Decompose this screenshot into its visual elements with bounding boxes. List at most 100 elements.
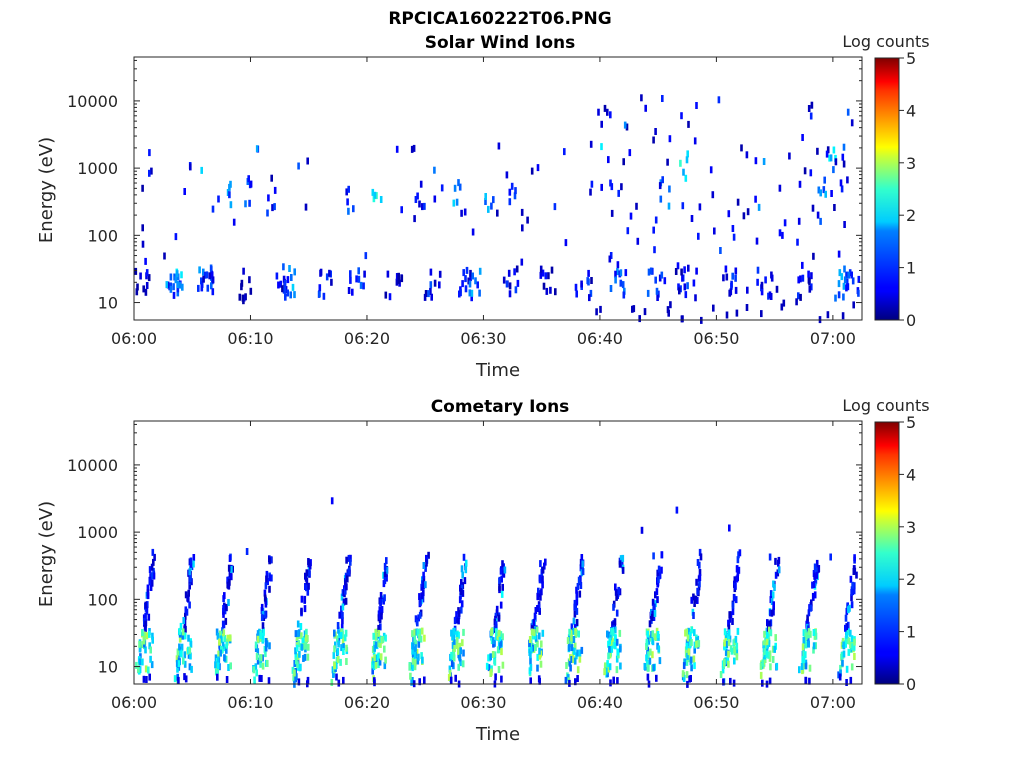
x-tick-label: 06:10 xyxy=(227,693,273,712)
data-cell xyxy=(372,663,376,671)
data-cell xyxy=(812,252,815,260)
data-cell xyxy=(689,656,693,664)
data-cell xyxy=(803,167,807,175)
data-cell xyxy=(851,643,854,651)
data-cell xyxy=(295,657,298,665)
data-cell xyxy=(840,273,844,281)
data-cell xyxy=(658,657,662,665)
data-cell xyxy=(334,641,337,649)
data-cell xyxy=(719,671,723,678)
data-cell xyxy=(812,646,815,654)
data-cell xyxy=(297,162,300,170)
data-cell xyxy=(380,606,384,613)
data-cell xyxy=(301,637,305,645)
data-cell xyxy=(151,632,154,640)
data-cell xyxy=(607,652,610,660)
data-cell xyxy=(448,665,452,673)
data-cell xyxy=(520,258,524,266)
data-cell xyxy=(636,237,640,245)
data-cell xyxy=(813,632,817,640)
data-cell xyxy=(417,640,421,648)
data-cell xyxy=(572,656,575,664)
data-cell xyxy=(349,270,352,278)
data-cell xyxy=(603,104,607,112)
data-cell xyxy=(305,569,309,577)
data-cell xyxy=(843,265,846,273)
data-cell xyxy=(804,651,807,659)
data-cell xyxy=(249,180,253,188)
data-cell xyxy=(333,662,336,670)
data-cell xyxy=(163,252,166,260)
data-cell xyxy=(537,603,541,611)
data-cell xyxy=(496,632,500,640)
data-cell xyxy=(422,575,426,583)
data-cell xyxy=(734,582,737,590)
y-tick-label: 10 xyxy=(98,294,118,313)
data-cell xyxy=(203,271,207,279)
data-cell xyxy=(493,651,497,659)
data-cell xyxy=(144,620,147,628)
data-cell xyxy=(397,272,400,280)
data-cell xyxy=(565,662,568,669)
data-cell xyxy=(372,657,375,665)
data-cell xyxy=(458,183,462,191)
data-cell xyxy=(538,607,541,615)
data-cell xyxy=(149,646,152,654)
data-cell xyxy=(433,279,437,287)
data-cell xyxy=(807,270,810,278)
data-cell xyxy=(603,668,606,676)
data-cell xyxy=(341,589,345,597)
data-cell xyxy=(771,591,775,599)
data-cell xyxy=(521,224,524,232)
data-cell xyxy=(589,140,593,148)
data-cell xyxy=(169,285,173,293)
data-cell xyxy=(255,669,258,677)
data-cell xyxy=(150,661,154,669)
data-cell xyxy=(610,209,614,217)
data-cell xyxy=(240,279,244,287)
data-cell xyxy=(189,163,192,171)
data-cell xyxy=(351,288,354,296)
data-cell xyxy=(853,653,856,660)
data-cell xyxy=(620,183,623,191)
data-cell xyxy=(684,629,687,637)
data-cell xyxy=(572,627,575,635)
data-cell xyxy=(268,642,271,650)
data-cell xyxy=(346,575,349,583)
data-cell xyxy=(832,166,835,174)
data-cell xyxy=(842,650,846,658)
data-cell xyxy=(400,206,403,214)
data-cell xyxy=(148,630,151,638)
data-cell xyxy=(216,673,219,681)
data-cell xyxy=(172,283,175,291)
data-cell xyxy=(186,594,189,602)
data-cell xyxy=(418,634,421,642)
data-cell xyxy=(254,641,258,649)
data-cell xyxy=(810,101,814,109)
data-cell xyxy=(857,275,861,283)
data-cell xyxy=(284,293,287,301)
data-cell xyxy=(460,565,464,573)
data-cell xyxy=(729,677,732,685)
data-cell xyxy=(618,560,622,568)
data-cell xyxy=(693,600,696,607)
data-cell xyxy=(802,636,806,644)
data-cell xyxy=(526,216,529,224)
data-cell xyxy=(575,586,578,594)
data-cell xyxy=(136,283,139,291)
data-cell xyxy=(227,599,230,606)
data-cell xyxy=(263,610,267,618)
data-cell xyxy=(498,577,501,585)
data-cell xyxy=(589,289,593,297)
data-cell xyxy=(423,634,426,642)
data-cell xyxy=(728,611,731,619)
data-cell xyxy=(260,675,263,682)
data-cell xyxy=(359,281,363,289)
data-cell xyxy=(684,291,688,299)
data-cell xyxy=(261,632,265,640)
data-cell xyxy=(306,653,310,661)
data-cell xyxy=(453,184,457,192)
data-cell xyxy=(188,601,191,609)
data-cell xyxy=(728,615,732,623)
data-cell xyxy=(829,553,832,561)
